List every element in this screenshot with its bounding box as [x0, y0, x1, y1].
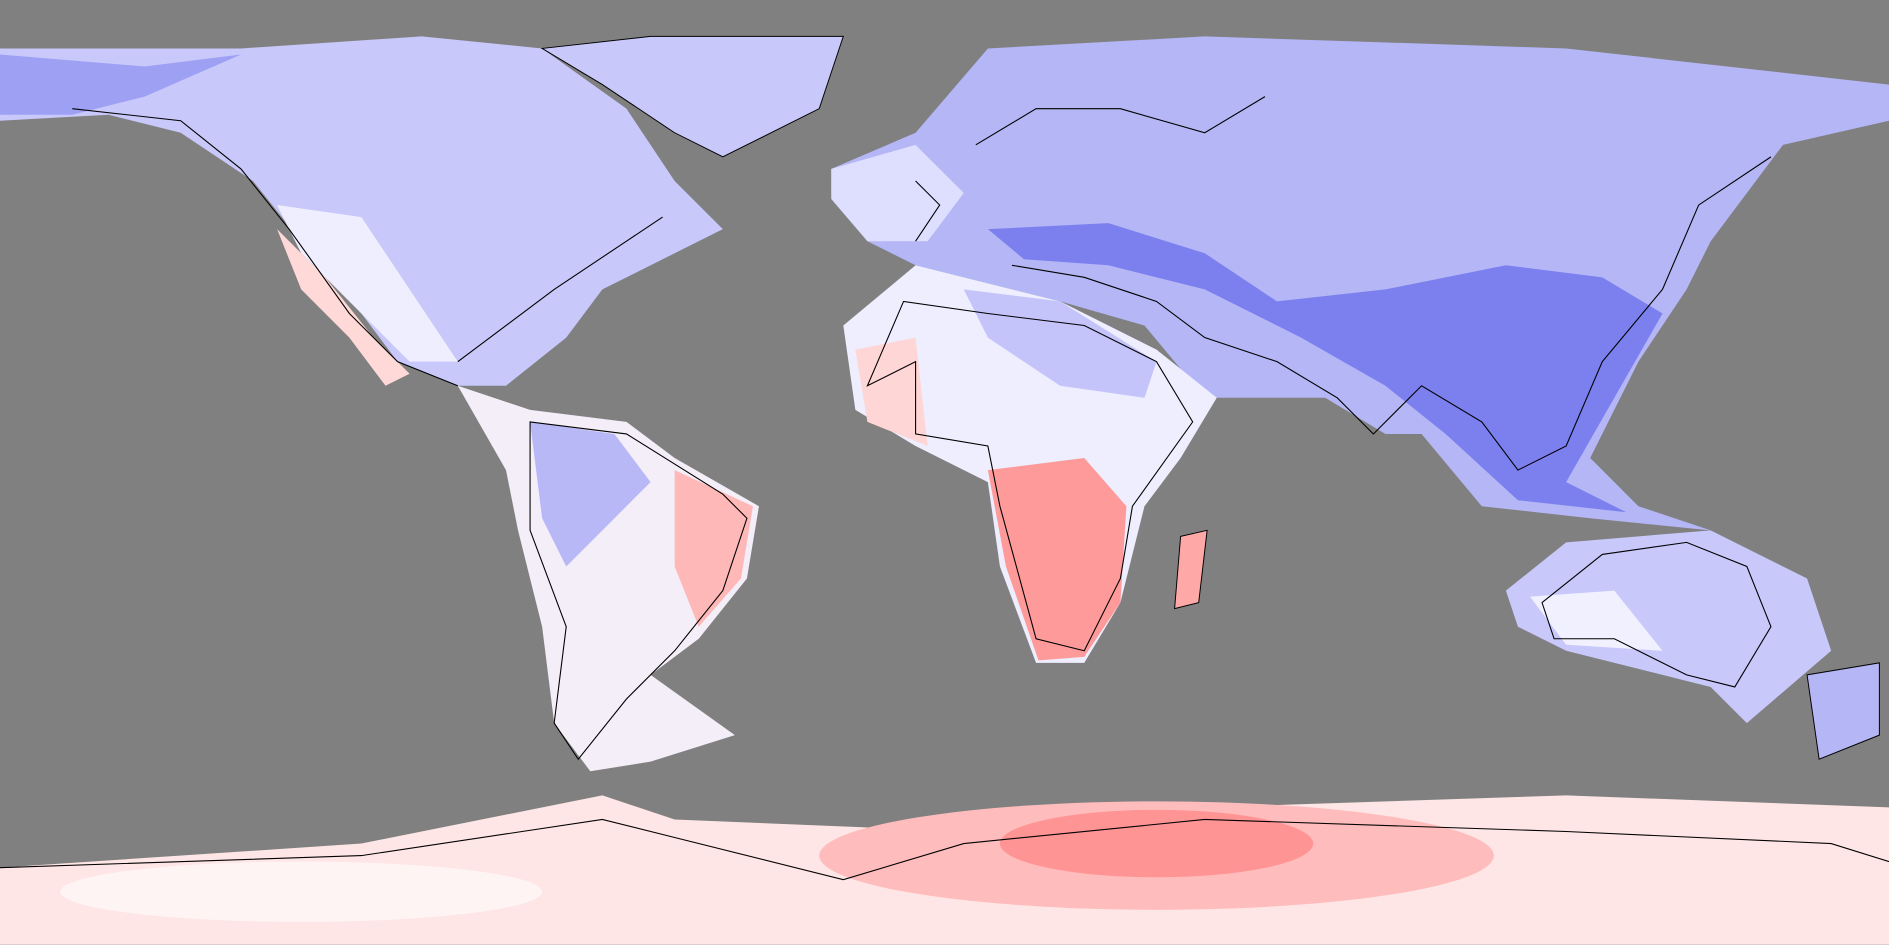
- region-fill: [831, 36, 1889, 531]
- north-america: [0, 36, 723, 387]
- region-fill: [831, 144, 964, 242]
- region-fill: [0, 54, 241, 115]
- region-fill: [999, 809, 1314, 878]
- madagascar: [1174, 529, 1208, 610]
- coastline: [72, 108, 663, 387]
- greenland: [540, 35, 844, 158]
- region-fill: [1529, 590, 1663, 651]
- australia: [1505, 530, 1880, 760]
- region-fill: [1505, 530, 1832, 724]
- coastline: [0, 818, 1889, 881]
- coastline: [915, 96, 1772, 471]
- region-fill: [987, 223, 1663, 513]
- south-america: [457, 385, 759, 772]
- coastline: [866, 300, 1194, 652]
- coastline: [529, 421, 748, 761]
- antarctica: [0, 795, 1889, 945]
- region-fill: [277, 229, 410, 386]
- region-fill: [530, 421, 651, 567]
- eurasia: [831, 36, 1889, 531]
- new-zealand: [1806, 662, 1880, 760]
- coastline: [1541, 541, 1772, 688]
- africa: [843, 265, 1217, 663]
- region-fill: [60, 861, 543, 922]
- region-fill: [987, 458, 1127, 661]
- region-fill: [674, 470, 753, 627]
- region-fill: [277, 205, 458, 362]
